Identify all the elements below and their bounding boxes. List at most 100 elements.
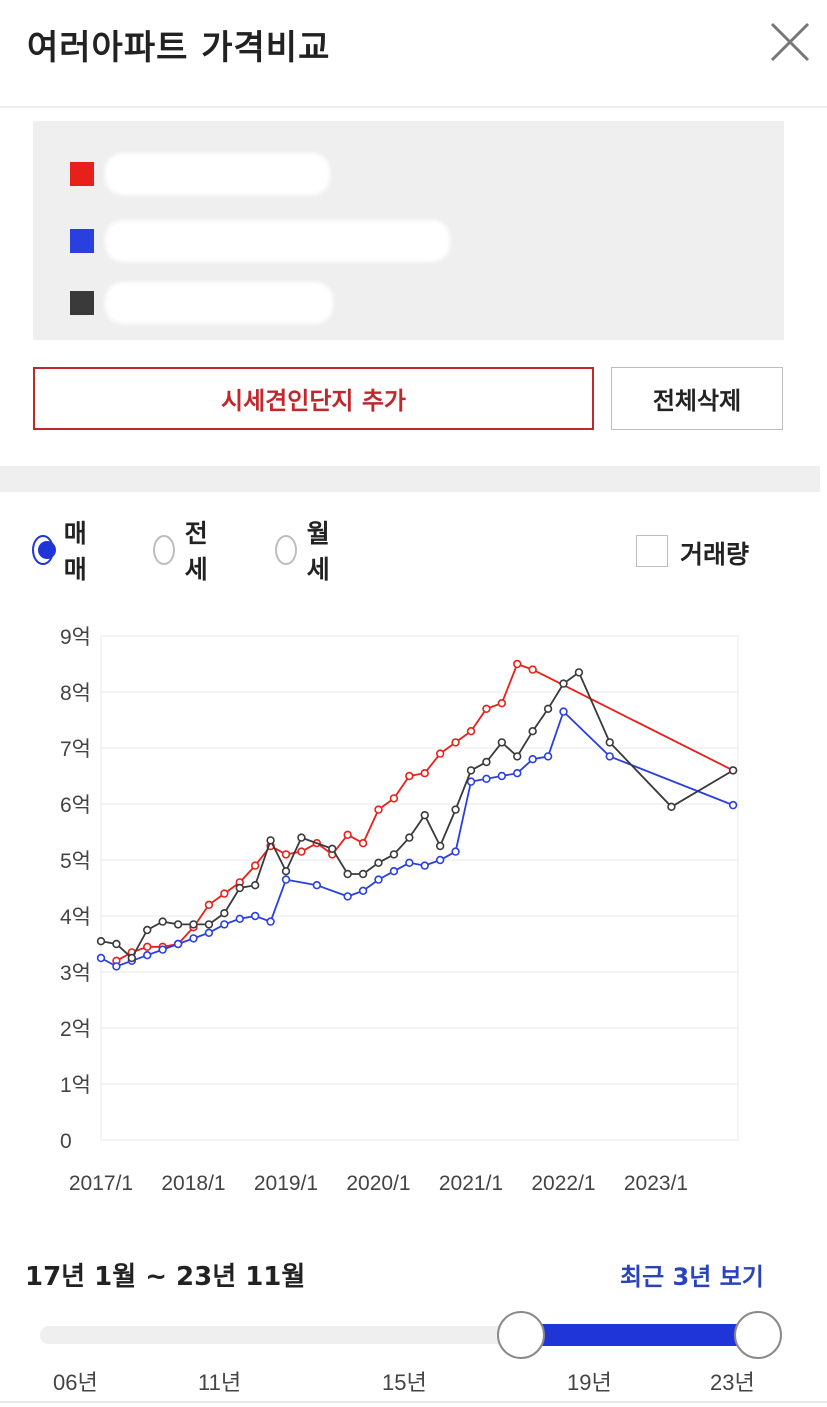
data-point [405,858,414,867]
legend-swatch-black [70,291,94,315]
data-point [728,800,738,810]
data-point [405,771,414,781]
data-point [250,911,260,921]
data-point [482,757,491,767]
data-point [158,917,167,926]
data-point [559,707,568,716]
data-point [420,811,429,820]
data-point [420,861,429,870]
data-point [574,668,584,677]
x-tick-label: 2021/1 [439,1172,503,1195]
radio-label: 월세 [306,519,330,584]
range-slider-start-handle[interactable] [497,1311,545,1359]
radio-label: 매매 [63,519,87,584]
data-point [389,867,399,876]
volume-checkbox-label: 거래량 [680,540,750,569]
data-point [266,917,275,926]
y-tick-label: 1억 [60,1074,91,1097]
radio-jeonse[interactable]: 전세 [153,519,216,584]
x-tick-label: 2019/1 [254,1172,318,1195]
data-point [405,833,414,842]
data-point [528,755,537,764]
delete-all-button[interactable]: 전체삭제 [611,367,783,430]
y-tick-label: 5억 [60,850,91,873]
section-divider [0,466,820,492]
data-point [96,937,106,946]
x-tick-label: 2018/1 [161,1172,225,1195]
data-point [451,805,460,814]
data-point [204,928,214,937]
radio-button[interactable] [275,535,297,565]
data-point [451,847,460,856]
y-tick-label: 7억 [60,738,91,761]
data-point [374,875,383,884]
data-point [513,769,522,778]
bottom-divider [0,1401,827,1403]
legend-name [105,153,330,195]
data-point [513,752,522,761]
slider-tick-label: 11년 [198,1370,242,1395]
data-point [543,752,553,761]
radio-sale[interactable]: 매매 [32,519,95,584]
data-point [435,841,445,851]
recent-3-years-link[interactable]: 최근 3년 보기 [620,1263,764,1291]
data-point [127,953,137,963]
data-point [143,925,152,935]
data-point [605,738,614,747]
data-point [266,836,275,845]
data-point [281,850,291,859]
x-tick-label: 2020/1 [346,1172,410,1195]
data-point [497,698,507,708]
data-point [204,920,214,929]
data-point [220,889,229,898]
x-tick-label: 2023/1 [624,1172,688,1195]
data-point [466,726,476,736]
y-tick-label: 4억 [60,906,91,929]
data-point [112,939,121,949]
data-point [173,939,183,949]
data-point [358,869,368,879]
range-slider-end-handle[interactable] [734,1311,782,1359]
price-chart: 0 1억 2억 3억 4억 5억 6억 7억 8억 9억 2017/1 2018/1 2019/1 202… [60,626,739,1195]
series-line-2 [100,671,734,960]
radio-button[interactable] [32,535,56,565]
data-point [435,855,445,865]
data-point [451,738,460,747]
plot-area [100,635,739,1141]
legend-name [105,220,450,262]
data-point [96,953,106,963]
data-point [728,766,738,775]
data-point [358,839,368,848]
data-point [250,881,260,890]
close-icon[interactable] [766,18,814,66]
radio-button[interactable] [153,535,175,565]
range-slider-selection [520,1324,758,1346]
add-apartment-button[interactable]: 시세견인단지 추가 [33,367,594,430]
data-point [374,805,383,814]
legend-swatch-red [70,162,94,186]
page-title: 여러아파트 가격비교 [27,28,331,68]
radio-monthly[interactable]: 월세 [275,519,338,584]
legend-swatch-blue [70,229,94,253]
data-point [343,892,352,901]
data-point [420,769,429,778]
data-point [220,909,229,918]
data-point [543,704,553,714]
header: 여러아파트 가격비교 [0,0,827,108]
data-point [343,830,352,840]
radio-label: 전세 [184,519,208,584]
data-point [281,867,291,876]
data-point [235,883,244,893]
slider-tick-label: 19년 [567,1370,612,1395]
y-tick-label: 3억 [60,962,91,985]
y-tick-label: 6억 [60,794,91,817]
data-point [435,749,445,758]
data-point [667,802,676,812]
data-point [220,920,229,929]
slider-tick-label: 06년 [53,1370,98,1395]
data-point [482,774,491,784]
volume-checkbox[interactable] [636,535,668,567]
x-tick-label: 2022/1 [531,1172,595,1195]
slider-tick-label: 23년 [710,1370,755,1395]
data-point [189,920,198,929]
